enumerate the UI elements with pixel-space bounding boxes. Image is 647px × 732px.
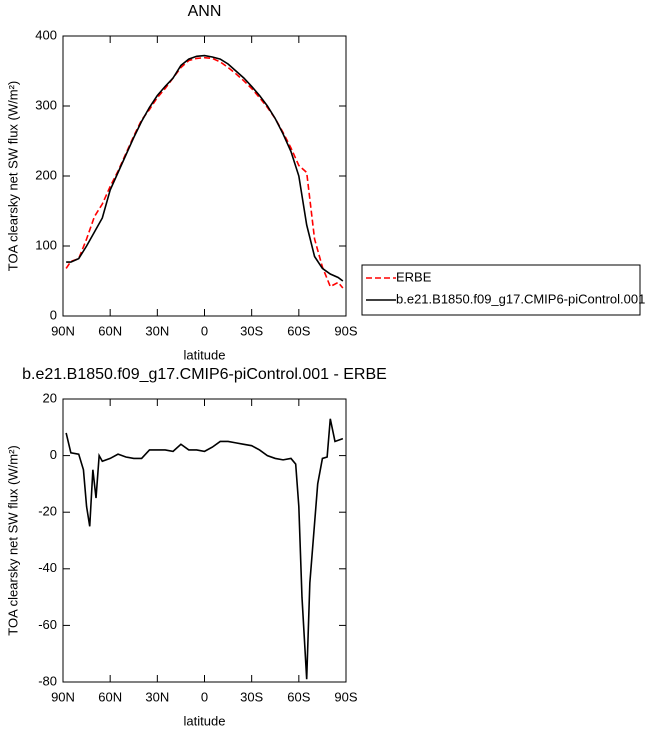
x-tick-label: 0 <box>201 689 208 704</box>
x-tick-label: 60N <box>98 689 122 704</box>
legend-box <box>361 264 641 316</box>
x-tick-label: 30S <box>240 689 263 704</box>
x-tick-label: 90S <box>334 323 357 338</box>
x-tick-label: 90S <box>334 689 357 704</box>
legend: ERBE b.e21.B1850.f09_g17.CMIP6-piControl.… <box>361 264 645 316</box>
y-tick-label: -60 <box>38 617 57 632</box>
y-axis-label: TOA clearsky net SW flux (W/m²) <box>5 445 20 635</box>
legend-label: b.e21.B1850.f09_g17.CMIP6-piControl.001 <box>396 291 645 306</box>
x-tick-label: 60S <box>287 323 310 338</box>
y-tick-label: 400 <box>35 27 57 42</box>
plot-frame <box>62 35 347 317</box>
x-tick-label: 60N <box>98 323 122 338</box>
y-tick-label: 200 <box>35 167 57 182</box>
chart-title: b.e21.B1850.f09_g17.CMIP6-piControl.001 … <box>22 366 387 383</box>
x-tick-label: 90N <box>51 323 75 338</box>
y-tick-label: 20 <box>43 390 57 405</box>
data-line <box>65 418 344 680</box>
y-tick-label: 100 <box>35 237 57 252</box>
data-line <box>65 56 344 289</box>
y-tick-label: -40 <box>38 560 57 575</box>
x-axis-label: latitude <box>184 347 226 362</box>
chart-title: ANN <box>188 3 222 20</box>
x-axis-label: latitude <box>184 713 226 728</box>
y-tick-label: -80 <box>38 673 57 688</box>
legend-label: ERBE <box>396 269 432 284</box>
x-tick-label: 90N <box>51 689 75 704</box>
x-tick-label: 30N <box>145 689 169 704</box>
y-tick-label: -20 <box>38 504 57 519</box>
x-tick-label: 30S <box>240 323 263 338</box>
y-tick-label: 300 <box>35 97 57 112</box>
y-tick-label: 0 <box>50 447 57 462</box>
y-axis-label: TOA clearsky net SW flux (W/m²) <box>5 81 20 271</box>
x-tick-label: 30N <box>145 323 169 338</box>
data-line <box>66 54 344 282</box>
x-tick-label: 0 <box>201 323 208 338</box>
plot-frame <box>62 398 347 683</box>
x-tick-label: 60S <box>287 689 310 704</box>
y-tick-label: 0 <box>50 307 57 322</box>
